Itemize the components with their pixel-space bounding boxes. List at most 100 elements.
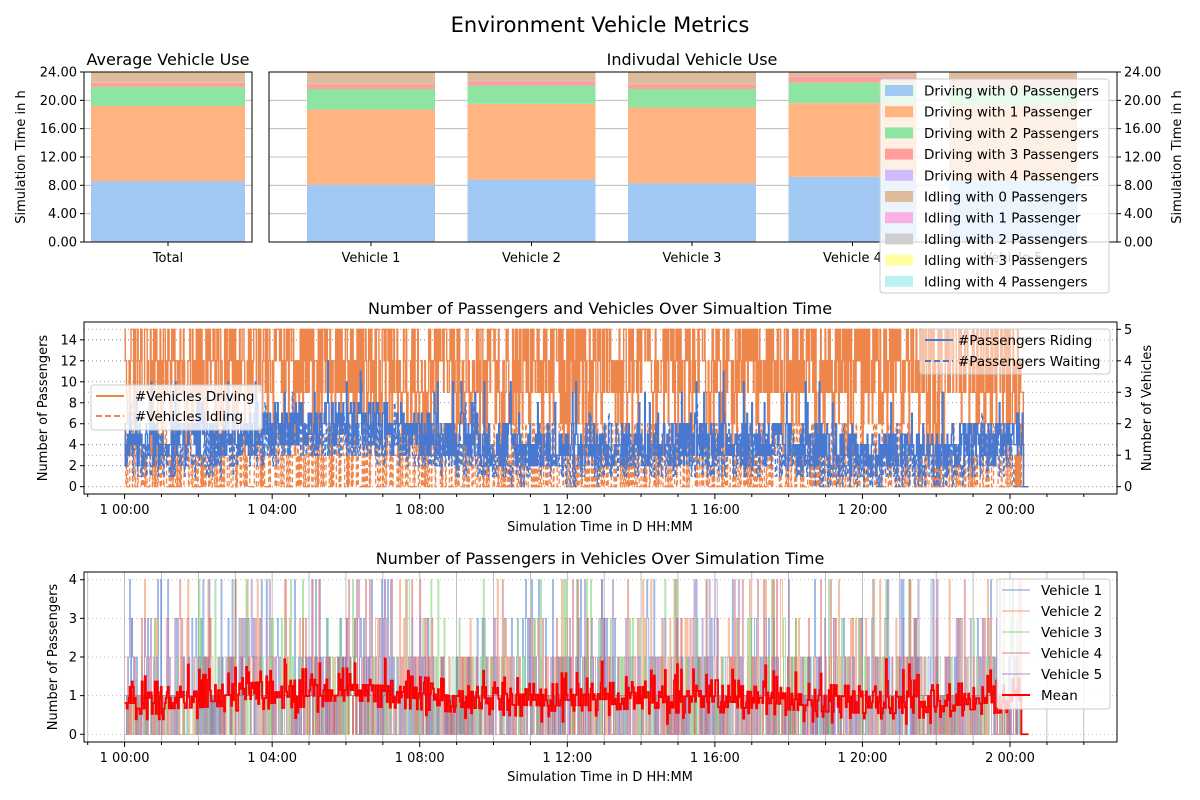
average-use-bars	[91, 72, 245, 242]
bar-segment	[628, 72, 756, 84]
legend-label: Mean	[1041, 688, 1078, 704]
passengers-in-vehicles-lines	[124, 579, 1029, 736]
x-tick-label: 1 00:00	[100, 751, 150, 766]
legend-label: Idling with 1 Passenger	[924, 211, 1081, 227]
y-tick-label: 24.00	[40, 66, 77, 81]
vehicles-legend: Vehicle 1 Vehicle 2 Vehicle 3 Vehicle 4 Vehi…	[996, 578, 1111, 710]
bar-segment	[628, 89, 756, 108]
x-tick-label: Vehicle 3	[663, 251, 722, 266]
y-tick-label-right: 1	[1124, 449, 1132, 464]
figure-title: Environment Vehicle Metrics	[451, 13, 750, 37]
y-tick-label: 2	[69, 459, 77, 474]
y-tick-label: 4	[69, 573, 77, 588]
legend-label: Driving with 0 Passengers	[924, 84, 1099, 100]
legend-label: Idling with 2 Passengers	[924, 232, 1087, 248]
passengers-vehicles-chart: Number of Passengers and Vehicles Over S…	[36, 299, 1155, 535]
y-tick-label: 0	[69, 728, 77, 743]
legend-label: Idling with 0 Passengers	[924, 190, 1087, 206]
legend-swatch	[885, 191, 913, 202]
passengers-vehicles-frame	[83, 321, 1118, 495]
legend-box	[996, 578, 1111, 710]
legend-label: #Passengers Riding	[958, 333, 1092, 349]
y-tick-label: 12	[60, 354, 77, 369]
y-tick-label: 8	[69, 396, 77, 411]
y-tick-label: 16.00	[40, 122, 77, 137]
y-tick-label-right: 0	[1124, 480, 1132, 495]
bar-segment	[307, 72, 435, 84]
y-tick-label: 0	[69, 480, 77, 495]
x-tick-label: 1 04:00	[247, 751, 297, 766]
x-tick-label: 1 20:00	[838, 503, 888, 518]
legend-swatch	[885, 233, 913, 245]
y-tick-label: 6	[69, 417, 77, 432]
y-tick-label-right: 4.00	[1124, 207, 1153, 222]
x-tick-label: 1 12:00	[542, 503, 592, 518]
individual-use-ylabel: Simulation Time in h	[1170, 90, 1185, 224]
bar-segment	[467, 85, 596, 104]
bar-segment	[467, 81, 596, 86]
passengers-vehicles-title: Number of Passengers and Vehicles Over S…	[368, 299, 832, 318]
y-tick-label-right: 16.00	[1124, 122, 1161, 137]
legend-label: Vehicle 3	[1041, 625, 1102, 641]
bar-segment	[949, 72, 1077, 83]
x-tick-label: Vehicle 2	[502, 251, 561, 266]
bar-segment	[467, 103, 596, 180]
y-tick-label-right: 12.00	[1124, 151, 1161, 166]
y-tick-label: 4	[69, 438, 77, 453]
bar-segment	[307, 84, 435, 89]
legend-label: Idling with 4 Passengers	[924, 274, 1087, 290]
passengers-in-vehicles-xlabel: Simulation Time in D HH:MM	[507, 770, 693, 785]
legend-label: Vehicle 4	[1041, 646, 1102, 662]
bar-segment	[628, 107, 756, 184]
x-tick-label: 1 00:00	[100, 503, 150, 518]
passengers-in-vehicles-ticks: 1 00:00 1 04:00 1 08:00 1 12:00 1 16:00 1 20:…	[69, 573, 1085, 766]
legend-label: #Passengers Waiting	[958, 354, 1100, 370]
legend-swatch	[885, 127, 913, 139]
x-tick-label: Vehicle 1	[342, 251, 401, 266]
bar-segment	[91, 82, 245, 87]
bar-segment	[467, 179, 596, 242]
x-tick-label: 1 20:00	[838, 751, 888, 766]
y-tick-label-right: 20.00	[1124, 94, 1161, 109]
passengers-in-vehicles-chart: Number of Passengers in Vehicles Over Si…	[46, 549, 1118, 785]
y-tick-label: 8.00	[48, 179, 77, 194]
legend-label: Driving with 1 Passenger	[924, 105, 1092, 121]
passengers-vehicles-xlabel: Simulation Time in D HH:MM	[507, 520, 693, 535]
vehicles-legend: #Vehicles Driving #Vehicles Idling	[90, 384, 263, 431]
bar-segment	[307, 109, 435, 185]
legend-swatch	[885, 169, 913, 181]
bar-segment	[467, 72, 596, 81]
passengers-in-vehicles-title: Number of Passengers in Vehicles Over Si…	[376, 549, 825, 568]
bar-segment	[788, 76, 917, 83]
legend-label: #Vehicles Driving	[135, 389, 254, 405]
passengers-vehicles-ylabel-right: Number of Vehicles	[1140, 345, 1155, 472]
passengers-in-vehicles-frame	[83, 571, 1118, 743]
x-tick-label: Vehicle 4	[823, 251, 882, 266]
x-tick-label: 1 16:00	[690, 751, 740, 766]
y-tick-label: 2	[69, 651, 77, 666]
legend-label: Idling with 3 Passengers	[924, 253, 1087, 269]
legend-label: Driving with 4 Passengers	[924, 168, 1099, 184]
bar-segment	[91, 181, 245, 242]
vehicles-driving-line	[124, 328, 1029, 488]
y-tick-label-right: 0.00	[1124, 236, 1153, 251]
y-tick-label-right: 24.00	[1124, 66, 1161, 81]
legend-box	[879, 78, 1110, 294]
x-tick-label: 2 00:00	[985, 751, 1035, 766]
bar-segment	[91, 72, 245, 83]
average-use-ylabel: Simulation Time in h	[14, 90, 29, 224]
x-tick-label: 1 12:00	[542, 751, 592, 766]
y-tick-label-right: 8.00	[1124, 179, 1153, 194]
legend-box	[919, 328, 1111, 375]
y-tick-label: 12.00	[40, 151, 77, 166]
bar-segment	[628, 84, 756, 89]
legend-swatch	[885, 254, 913, 266]
bar-segment	[91, 106, 245, 182]
bar-segment	[788, 72, 917, 77]
average-use-title: Average Vehicle Use	[87, 50, 250, 69]
bar-segment	[91, 86, 245, 106]
average-use-frame	[83, 71, 253, 243]
y-tick-label-right: 4	[1124, 354, 1132, 369]
legend-label: Vehicle 5	[1041, 667, 1102, 683]
